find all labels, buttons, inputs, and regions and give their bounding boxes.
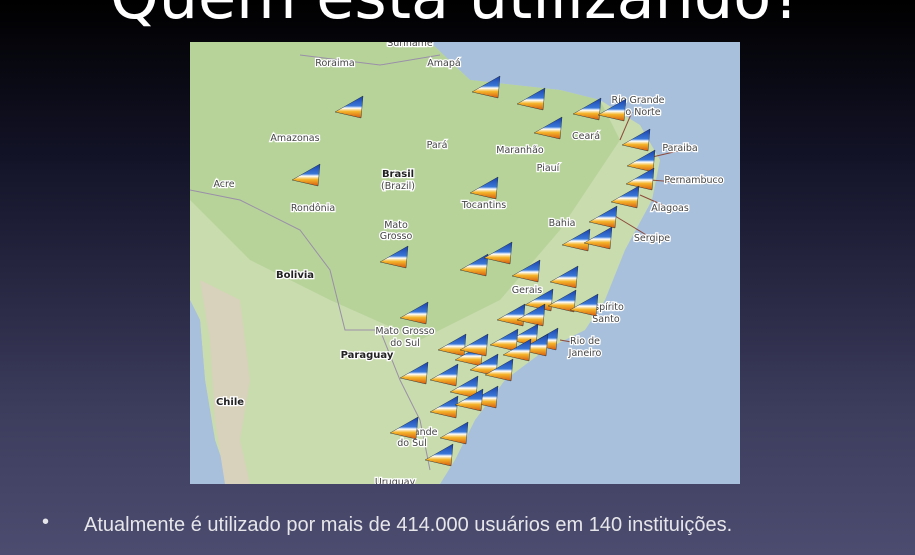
site-marker: [334, 95, 364, 119]
map-label: Rondônia: [291, 203, 335, 214]
map-label: Acre: [213, 179, 234, 190]
map-label: Janeiro: [568, 348, 602, 359]
map-label: Santo: [592, 314, 620, 325]
slide-title: Quem está utilizando?: [110, 0, 804, 33]
site-marker: [429, 395, 459, 419]
forest: [190, 42, 620, 340]
site-marker: [533, 116, 563, 140]
leader: [559, 339, 584, 345]
map-label: Bahia: [549, 218, 576, 229]
leader: [639, 194, 666, 207]
site-marker: [399, 361, 429, 385]
map-label: Ceará: [572, 131, 600, 142]
site-marker: [547, 289, 577, 313]
map-label: Mato: [384, 220, 408, 231]
bullet-dot: •: [42, 511, 49, 533]
map-label: Piauí: [537, 163, 560, 174]
leader: [649, 179, 691, 184]
map-label: Pernambuco: [664, 175, 723, 186]
site-marker: [471, 75, 501, 99]
site-marker: [583, 226, 613, 250]
site-marker: [626, 149, 656, 173]
site-marker: [572, 97, 602, 121]
map-label: Tocantins: [461, 200, 506, 211]
site-marker: [516, 303, 546, 327]
map-label: Mato Grosso: [375, 326, 434, 337]
site-marker: [469, 353, 499, 377]
map-label: Amapá: [427, 58, 460, 69]
site-marker: [389, 416, 419, 440]
map-label: Brasil: [382, 169, 414, 180]
map-label: (Brazil): [381, 181, 415, 192]
andes: [200, 280, 250, 484]
leader: [614, 215, 649, 237]
map-label: Suriname: [387, 38, 433, 49]
map-label: Alagoas: [651, 203, 689, 214]
site-marker: [469, 176, 499, 200]
site-marker: [379, 245, 409, 269]
map-label: Uruguay: [375, 477, 416, 488]
site-marker: [621, 128, 651, 152]
map-label: Rio de: [570, 336, 600, 347]
map-label: Pará: [427, 140, 448, 151]
map-label: Amazonas: [270, 133, 319, 144]
site-marker: [437, 333, 467, 357]
site-marker: [496, 303, 526, 327]
map-label: Sergipe: [634, 233, 670, 244]
map-label: Bolivia: [276, 270, 314, 281]
site-marker: [483, 241, 513, 265]
site-marker: [610, 185, 640, 209]
map: Suriname Roraima Amapá Amazonas Pará Maranhão…: [190, 38, 740, 488]
pacific: [190, 300, 230, 484]
site-marker: [549, 265, 579, 289]
map-label: do Norte: [619, 107, 660, 118]
border: [190, 189, 431, 471]
bullet-text: Atualmente é utilizado por mais de 414.0…: [84, 514, 732, 536]
map-label: Paraiba: [662, 143, 697, 154]
site-marker: [588, 205, 618, 229]
site-marker: [597, 98, 627, 122]
map-label: Roraima: [315, 58, 354, 69]
map-label: Chile: [216, 397, 244, 408]
map-label: Paraguay: [341, 350, 394, 361]
site-marker: [449, 375, 479, 399]
leader: [619, 111, 633, 141]
map-label: Gerais: [512, 285, 543, 296]
site-marker: [489, 328, 519, 352]
site-marker: [429, 363, 459, 387]
site-marker: [516, 87, 546, 111]
map-label: do Sul: [397, 438, 427, 449]
site-marker: [459, 333, 489, 357]
site-marker: [484, 358, 514, 382]
map-label: Maranhão: [496, 145, 544, 156]
site-marker: [424, 443, 454, 467]
site-marker: [511, 259, 541, 283]
site-marker: [459, 253, 489, 277]
site-marker: [291, 163, 321, 187]
site-marker: [569, 293, 599, 317]
site-marker: [454, 388, 484, 412]
site-marker: [502, 338, 532, 362]
site-marker: [399, 301, 429, 325]
site-marker: [439, 421, 469, 445]
border: [299, 54, 441, 66]
map-label: Grosso: [380, 231, 413, 242]
map-label: do Sul: [390, 338, 420, 349]
